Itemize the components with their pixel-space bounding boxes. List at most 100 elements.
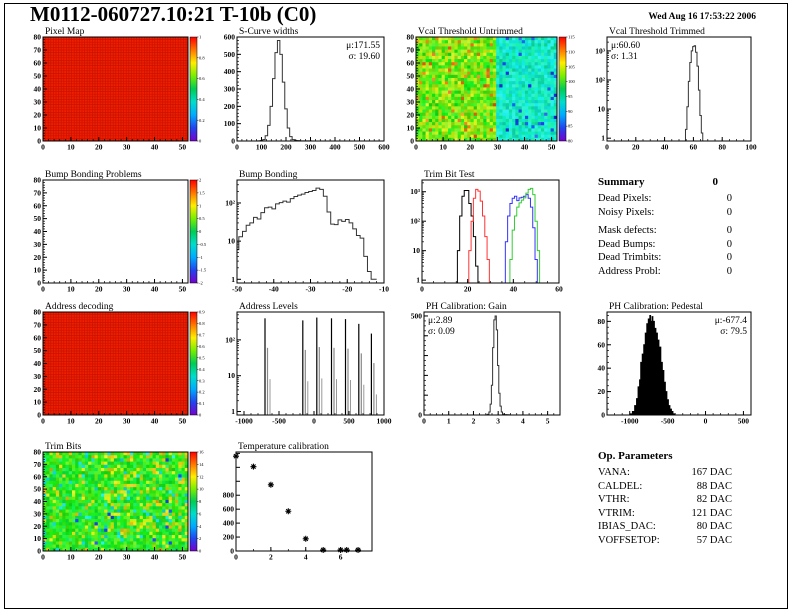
svg-text:1: 1 (231, 275, 235, 284)
svg-text:0.2: 0.2 (199, 390, 205, 395)
op-parameter-row: VANA: 167 DAC (598, 466, 732, 480)
svg-text:30: 30 (123, 417, 131, 426)
svg-text:10: 10 (407, 124, 415, 133)
svg-text:Address decoding: Address decoding (45, 302, 114, 312)
op-parameter-row: IBIAS_DAC: 80 DAC (598, 520, 732, 534)
op-parameter-value: 57 DAC (696, 534, 732, 546)
svg-text:σ: 79.5: σ: 79.5 (720, 327, 747, 337)
svg-text:70: 70 (34, 46, 42, 55)
svg-text:40: 40 (510, 285, 518, 294)
svg-text:3: 3 (496, 417, 500, 426)
svg-text:90: 90 (568, 109, 573, 114)
svg-text:10: 10 (34, 124, 42, 133)
svg-text:-30: -30 (306, 285, 316, 294)
svg-text:60: 60 (555, 285, 563, 294)
summary-row: Noisy Pixels: 0 (598, 206, 732, 220)
svg-text:σ: 19.60: σ: 19.60 (348, 52, 380, 62)
svg-text:30: 30 (407, 98, 415, 107)
summary-row-label: Dead Pixels: (598, 193, 652, 204)
svg-text:600: 600 (224, 33, 236, 42)
svg-text:400: 400 (329, 143, 341, 152)
svg-text:50: 50 (548, 143, 556, 152)
svg-text:PH Calibration: Pedestal: PH Calibration: Pedestal (609, 302, 703, 312)
svg-text:0: 0 (41, 417, 45, 426)
svg-text:100: 100 (745, 143, 757, 152)
op-parameter-label: VTHR: (598, 494, 630, 505)
svg-text:500: 500 (738, 417, 750, 426)
svg-text:30: 30 (123, 285, 131, 294)
svg-text:10²: 10² (225, 198, 236, 207)
svg-text:10³: 10³ (410, 187, 421, 196)
op-parameter-label: VTRIM: (598, 507, 635, 519)
svg-text:10: 10 (67, 553, 75, 562)
svg-text:-10: -10 (379, 285, 389, 294)
svg-text:-1000: -1000 (621, 417, 639, 426)
svg-text:1: 1 (199, 35, 201, 40)
svg-text:-40: -40 (269, 285, 279, 294)
summary-row-label: Address Probl: (598, 265, 661, 277)
svg-text:10: 10 (34, 266, 42, 275)
summary-panel: Summary 0 Dead Pixels: 0 Noisy Pixels: 0 M… (598, 176, 732, 278)
svg-text:0: 0 (422, 417, 426, 426)
svg-text:500: 500 (411, 311, 423, 320)
svg-text:20: 20 (407, 111, 415, 120)
svg-text:0.4: 0.4 (199, 97, 205, 102)
svg-text:Bump Bonding Problems: Bump Bonding Problems (45, 170, 142, 180)
svg-text:100: 100 (256, 143, 268, 152)
svg-text:60: 60 (34, 59, 42, 68)
svg-text:20: 20 (598, 387, 606, 396)
chart-pixel-map: Pixel Map 0 10 20 30 40 50 0 10 20 30 40 50 60 70 80 1 0.… (28, 25, 211, 152)
op-parameter-label: VANA: (598, 467, 630, 478)
svg-text:100: 100 (568, 79, 576, 84)
svg-text:-1: -1 (199, 255, 203, 260)
svg-text:40: 40 (34, 359, 42, 368)
summary-total: 0 (712, 176, 719, 188)
page-border (4, 3, 788, 609)
svg-text:PH Calibration: Gain: PH Calibration: Gain (426, 302, 507, 312)
svg-text:10: 10 (228, 237, 236, 246)
svg-text:Temperature calibration: Temperature calibration (238, 442, 329, 452)
op-parameter-value: 167 DAC (691, 467, 732, 478)
svg-text:Trim Bit Test: Trim Bit Test (424, 170, 475, 180)
svg-text:50: 50 (179, 143, 187, 152)
svg-text:40: 40 (598, 364, 606, 373)
svg-text:0.5: 0.5 (199, 355, 205, 360)
summary-row-label: Dead Trimbits: (598, 252, 662, 263)
svg-text:10: 10 (34, 534, 42, 543)
chart-trim-bits: Trim Bits 0 10 20 30 40 50 0 10 20 30 40 50 60 70 80 16 1… (28, 440, 211, 562)
svg-text:S-Curve widths: S-Curve widths (239, 27, 299, 37)
svg-text:10²: 10² (225, 335, 236, 344)
svg-text:50: 50 (407, 72, 415, 81)
op-parameters-panel: Op. Parameters VANA: 167 DAC CALDEL: 88 DA… (598, 450, 732, 547)
svg-text:40: 40 (34, 227, 42, 236)
svg-text:60: 60 (34, 472, 42, 481)
svg-text:105: 105 (568, 64, 576, 69)
svg-text:30: 30 (34, 509, 42, 518)
svg-text:70: 70 (34, 320, 42, 329)
svg-text:1: 1 (601, 134, 605, 143)
chart-ph-calibration-pedestal: PH Calibration: Pedestal -1000 -500 0 500 0 20… (592, 300, 753, 426)
svg-text:0: 0 (414, 143, 418, 152)
svg-text:115: 115 (568, 35, 575, 40)
svg-text:70: 70 (407, 46, 415, 55)
svg-text:0.4: 0.4 (199, 367, 205, 372)
chart-ph-calibration-gain: PH Calibration: Gain 0 1 2 3 4 5 0 500 μ:2.89 σ: 0… (409, 300, 562, 426)
svg-text:50: 50 (179, 553, 187, 562)
svg-text:10: 10 (228, 371, 236, 380)
summary-row-value: 0 (726, 225, 732, 236)
svg-text:200: 200 (280, 143, 292, 152)
svg-text:-2: -2 (199, 281, 203, 286)
svg-text:20: 20 (95, 553, 103, 562)
svg-text:14: 14 (199, 462, 204, 467)
svg-text:4: 4 (521, 417, 525, 426)
svg-text:10³: 10³ (595, 46, 606, 55)
svg-text:Vcal Threshold Trimmed: Vcal Threshold Trimmed (609, 27, 705, 37)
chart-address-levels: Address Levels -1000 -500 0 500 1000 1 10 10² (222, 300, 392, 426)
svg-text:50: 50 (34, 346, 42, 355)
svg-text:0: 0 (41, 553, 45, 562)
op-parameter-value: 80 DAC (696, 521, 732, 532)
svg-text:400: 400 (223, 519, 235, 528)
op-parameter-label: CALDEL: (598, 480, 643, 492)
op-parameter-row: VTHR: 82 DAC (598, 493, 732, 507)
chart-vcal-threshold-untrimmed: Vcal Threshold Untrimmed 0 10 20 30 40 50 0 10 20… (401, 25, 580, 152)
